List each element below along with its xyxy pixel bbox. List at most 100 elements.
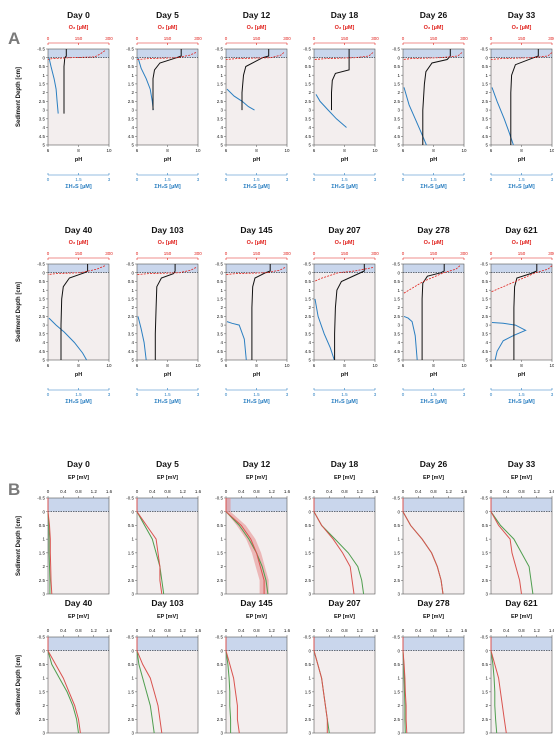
ep-tick-label: 0.8 [253,489,260,494]
depth-tick-label: 4 [308,340,311,345]
o2-axis-label: O₂ [µM] [247,25,267,31]
ep-tick-label: 0 [402,628,405,633]
depth-tick-label: 1.5 [305,82,312,87]
depth-tick-label: 2.5 [217,99,224,104]
h2s-tick-label: 3 [374,392,377,397]
h2s-tick-label: 0 [490,392,493,397]
depth-tick-label: 3 [308,592,311,597]
ep-tick-label: 0.8 [430,489,437,494]
ph-tick-label: 6 [47,148,50,153]
h2s-tick-label: 3 [374,177,377,182]
o2-tick-label: 0 [490,251,493,256]
sediment-fill [48,511,109,594]
depth-tick-label: 4.5 [394,349,401,354]
ep-tick-label: 1.2 [91,628,98,633]
depth-tick-label: 3.5 [394,331,401,336]
o2-axis-label: O₂ [µM] [512,25,532,31]
h2s-axis-label: ΣH₂S [µM] [508,184,534,190]
depth-tick-label: 4.5 [128,349,135,354]
depth-tick-label: 0 [42,648,45,653]
o2-tick-label: 300 [194,36,202,41]
o2-axis-label: O₂ [µM] [247,240,267,246]
ph-profile-line [421,264,445,360]
depth-tick-label: 3 [397,323,400,328]
depth-tick-label: 0 [308,55,311,60]
subplot-title: Day 278 [417,225,449,235]
ph-axis-label: pH [430,157,437,163]
depth-tick-label: 1 [397,537,400,542]
depth-tick-label: 0 [131,55,134,60]
depth-tick-label: -0.5 [37,47,45,52]
ep-profile-red [402,498,444,595]
depth-tick-label: 1.5 [39,689,46,694]
depth-tick-label: 2.5 [128,717,135,722]
depth-tick-label: 0.5 [394,662,401,667]
ep-profile-red [490,498,522,595]
subplot-title: Day 5 [156,459,179,469]
sediment-fill [314,272,375,360]
depth-tick-label: 1 [308,676,311,681]
subplot-title: Day 103 [151,225,183,235]
h2s-tick-label: 3 [108,392,111,397]
ep-tick-label: 0.8 [164,628,171,633]
depth-tick-label: 2.5 [39,99,46,104]
water-column-fill [226,264,287,273]
ep-tick-label: 0.8 [75,628,82,633]
sediment-fill [137,511,198,594]
h2s-profile-line [314,298,335,361]
depth-tick-label: 4.5 [39,134,46,139]
ep-tick-label: 0.8 [341,628,348,633]
plot-frame [225,497,288,595]
subplot-title: Day 18 [331,459,359,469]
y-axis-label: Sediment Depth [cm] [16,516,22,576]
depth-tick-label: 3 [42,731,45,736]
ep-profile-red [313,498,355,595]
h2s-tick-label: 3 [108,177,111,182]
o2-tick-label: 0 [313,36,316,41]
depth-tick-label: 3.5 [482,116,489,121]
depth-tick-label: 3 [485,592,488,597]
depth-tick-label: 0.5 [305,279,312,284]
sediment-fill [137,650,198,733]
depth-tick-label: 2 [42,703,45,708]
h2s-tick-label: 0 [313,392,316,397]
ep-tick-label: 1.6 [106,489,113,494]
depth-tick-label: 0 [308,270,311,275]
subplot-a-day-33: Day 33 O₂ [µM] 0 150 300 -0.5 0 0.5 1 1.5 2 2.5 3 3.5… [480,10,554,190]
depth-tick-label: 1 [220,73,223,78]
depth-tick-label: -0.5 [392,496,400,501]
depth-tick-label: 4.5 [394,134,401,139]
plot-frame [47,497,110,595]
ph-axis-label: pH [430,372,437,378]
depth-tick-label: 2.5 [305,99,312,104]
depth-tick-label: 2.5 [305,717,312,722]
depth-tick-label: 3.5 [39,331,46,336]
subplot-a-day-103: Day 103 O₂ [µM] 0 150 300 -0.5 0 0.5 1 1.5 2 2.5 3 3.… [126,225,202,405]
ph-tick-label: 6 [47,363,50,368]
depth-tick-label: -0.5 [303,47,311,52]
ep-tick-label: 0.4 [326,628,333,633]
sediment-fill [314,57,375,145]
depth-tick-label: 0 [485,270,488,275]
water-column-fill [491,637,552,651]
h2s-axis-label: ΣH₂S [µM] [154,184,180,190]
depth-tick-label: 4.5 [39,349,46,354]
depth-tick-label: -0.5 [215,262,223,267]
depth-tick-label: 0 [397,270,400,275]
water-column-fill [403,637,464,651]
depth-tick-label: 4 [42,340,45,345]
ph-profile-line [154,264,176,360]
depth-tick-label: 1.5 [128,297,135,302]
depth-tick-label: 0.5 [394,523,401,528]
depth-tick-label: 2.5 [482,717,489,722]
ph-axis-label: pH [253,372,260,378]
ep-profile-green [136,637,155,734]
depth-tick-label: 2.5 [394,578,401,583]
depth-tick-label: 5 [131,358,134,363]
o2-tick-label: 0 [490,36,493,41]
sediment-fill [48,57,109,145]
h2s-profile-line [315,94,347,128]
sediment-fill [491,650,552,733]
